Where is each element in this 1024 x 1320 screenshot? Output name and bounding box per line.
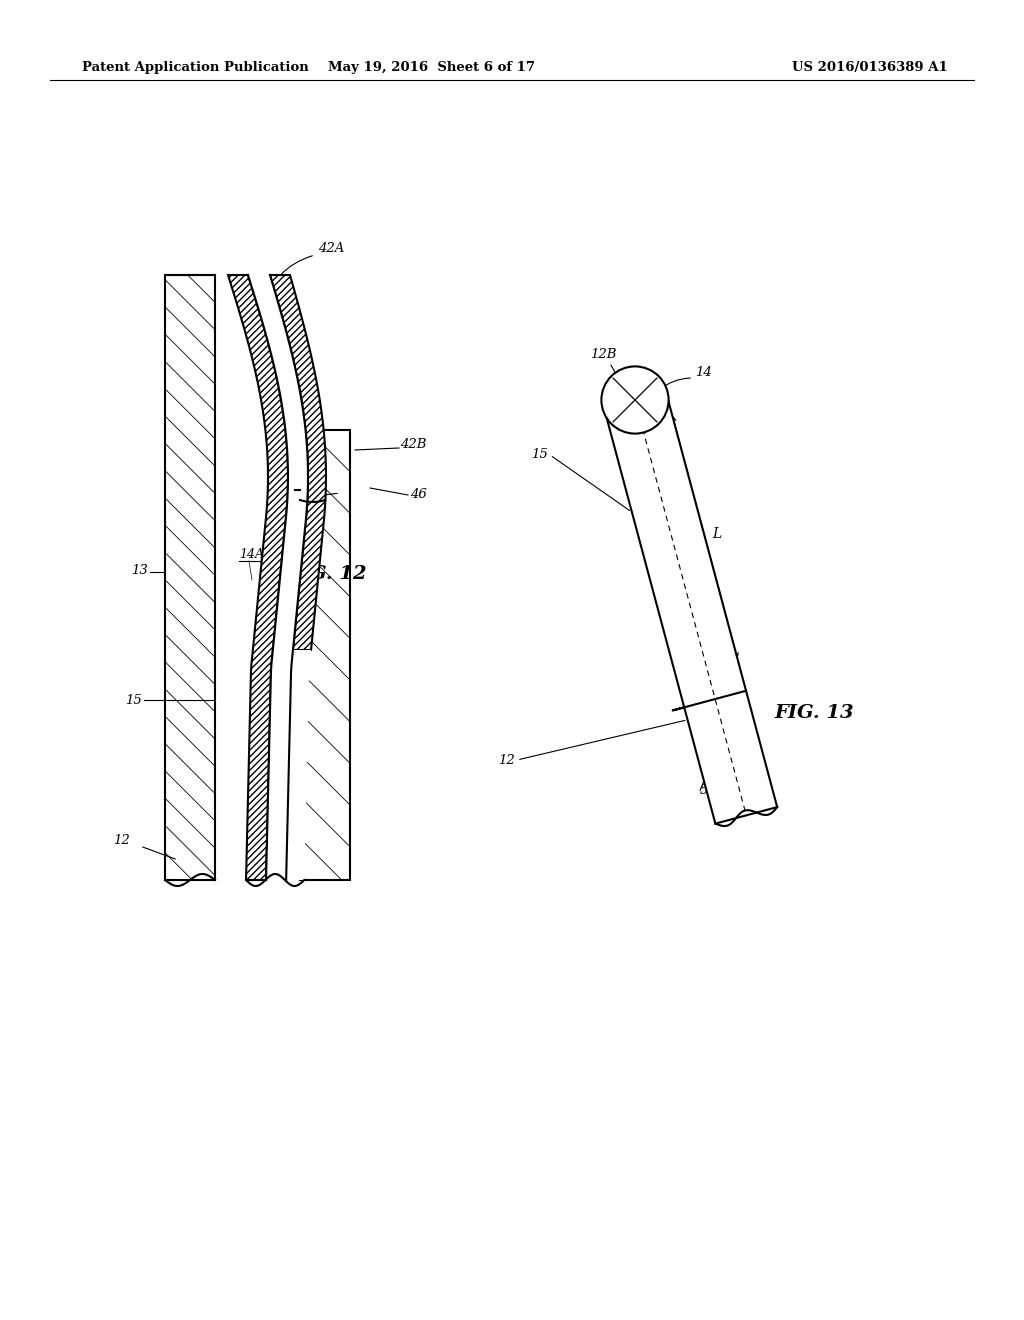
Text: 46: 46 (410, 488, 427, 502)
Text: 14: 14 (695, 367, 712, 380)
Text: L: L (712, 527, 721, 541)
Text: US 2016/0136389 A1: US 2016/0136389 A1 (793, 62, 948, 74)
Polygon shape (228, 275, 288, 880)
Circle shape (601, 367, 669, 433)
Text: 14A: 14A (240, 549, 264, 561)
Text: 42B: 42B (400, 438, 427, 451)
Text: 15: 15 (531, 449, 548, 462)
Text: FIG. 12: FIG. 12 (288, 565, 368, 583)
Text: 15: 15 (125, 693, 142, 706)
Text: 12: 12 (114, 833, 130, 846)
Text: 42A: 42A (318, 242, 344, 255)
Bar (165, 275, 215, 880)
Bar (300, 430, 350, 880)
Text: 13: 13 (131, 564, 148, 577)
Text: 14B: 14B (278, 549, 302, 561)
Text: May 19, 2016  Sheet 6 of 17: May 19, 2016 Sheet 6 of 17 (329, 62, 536, 74)
Text: 12: 12 (499, 754, 515, 767)
Text: FIG. 13: FIG. 13 (774, 704, 854, 722)
Polygon shape (248, 275, 308, 880)
Polygon shape (604, 392, 777, 824)
Polygon shape (286, 649, 311, 880)
Text: Patent Application Publication: Patent Application Publication (82, 62, 309, 74)
Text: 12B: 12B (590, 348, 616, 362)
Text: 50: 50 (700, 784, 717, 796)
Polygon shape (270, 275, 326, 649)
